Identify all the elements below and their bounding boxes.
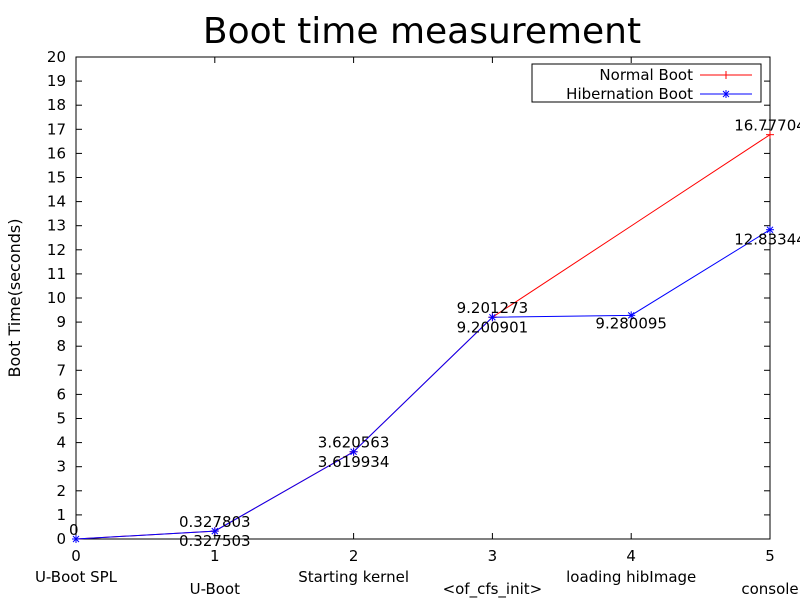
data-label: 9.201273 [457,299,529,317]
data-label: 3.620563 [318,434,390,452]
series-1-point [488,313,497,322]
x-tick-label: 0 [71,547,81,565]
category-label: console [741,580,798,598]
data-label: 9.200901 [457,318,529,336]
y-tick-label: 7 [56,361,66,379]
data-label: 0 [69,521,79,539]
category-label: loading hibImage [566,568,696,586]
series-1-point [349,447,358,456]
y-tick-label: 20 [47,48,66,66]
data-label: 9.280095 [595,314,667,332]
series-1-point [210,527,219,536]
y-tick-label: 19 [47,72,66,90]
legend-marker [722,71,730,79]
y-tick-label: 11 [47,265,66,283]
legend-marker [722,90,730,98]
data-label: 16.77704 [734,117,800,135]
legend-label: Hibernation Boot [566,85,693,103]
legend-box [531,63,762,103]
series-0-point [766,130,774,139]
data-label: 0.327803 [179,513,251,531]
y-tick-label: 0 [56,530,66,548]
y-tick-label: 2 [56,482,66,500]
y-axis-label: Boot Time(seconds) [5,219,24,378]
plot-frame [75,56,771,540]
y-tick-label: 18 [47,96,66,114]
y-tick-label: 16 [47,144,66,162]
data-label: 3.619934 [318,453,390,471]
y-tick-label: 17 [47,120,66,138]
series-line-0 [75,134,771,540]
y-tick-label: 5 [56,410,66,428]
series-line-1 [75,229,771,540]
category-labels: U-Boot SPL U-Boot Starting kernel <of_cfs_i… [35,568,799,599]
y-tick-label: 12 [47,241,66,259]
data-label: 0.327503 [179,532,251,550]
y-tick-label: 1 [56,506,66,524]
category-label: <of_cfs_init> [443,580,543,599]
x-tick-label: 2 [349,547,359,565]
series-layer [72,130,774,543]
x-tick-label: 3 [488,547,498,565]
y-tick-label: 8 [56,337,66,355]
y-tick-label: 9 [56,313,66,331]
category-label: U-Boot SPL [35,568,118,586]
y-tick-label: 14 [47,193,66,211]
series-1-point [627,311,636,320]
y-tick-label: 13 [47,217,66,235]
series-1-point [72,535,80,543]
category-label: Starting kernel [298,568,409,586]
legend-label: Normal Boot [599,66,693,84]
chart-title: Boot time measurement [203,11,641,52]
y-tick-label: 4 [56,434,66,452]
x-axis: 0 1 2 3 4 5 [71,57,775,565]
series-1-point [766,225,774,234]
data-labels: 0 0.327803 3.620563 9.201273 16.77704 0.32750… [69,117,800,550]
x-tick-label: 4 [626,547,636,565]
y-tick-label: 10 [47,289,66,307]
x-tick-label: 1 [210,547,220,565]
y-tick-label: 3 [56,458,66,476]
y-tick-label: 6 [56,385,66,403]
y-tick-label: 15 [47,169,66,187]
x-tick-label: 5 [765,547,775,565]
data-label: 12.83344 [734,231,800,249]
category-label: U-Boot [190,580,241,598]
